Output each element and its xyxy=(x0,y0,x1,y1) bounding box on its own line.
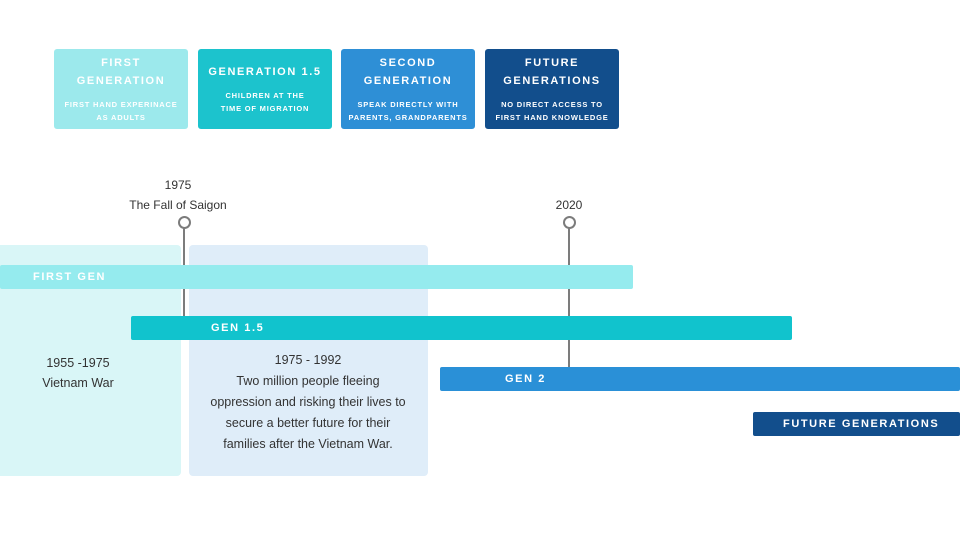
marker-caption: The Fall of Saigon xyxy=(129,198,227,212)
era-label: Two million people fleeing oppression an… xyxy=(210,374,406,451)
legend-card-second-generation: SECOND GENERATION SPEAK DIRECTLY WITH PA… xyxy=(341,49,475,129)
marker-2020-dot xyxy=(563,216,576,229)
legend-description: SPEAK DIRECTLY WITH PARENTS, GRANDPARENT… xyxy=(348,100,468,122)
marker-1975-label: 1975 The Fall of Saigon xyxy=(118,175,238,215)
era-vietnam-war-text: 1955 -1975 Vietnam War xyxy=(18,353,138,393)
legend-title: SECOND GENERATION xyxy=(363,57,453,87)
bar-future-generations: FUTURE GENERATIONS xyxy=(753,412,960,436)
legend-card-first-generation: FIRST GENERATION FIRST HAND EXPERINACE A… xyxy=(54,49,188,129)
legend-card-future-generations: FUTURE GENERATIONS NO DIRECT ACCESS TO F… xyxy=(485,49,619,129)
legend-description: CHILDREN AT THE TIME OF MIGRATION xyxy=(220,91,310,113)
bar-gen-1-5: GEN 1.5 xyxy=(131,316,792,340)
legend-title: FUTURE GENERATIONS xyxy=(503,57,601,87)
legend-description: NO DIRECT ACCESS TO FIRST HAND KNOWLEDGE xyxy=(495,100,609,122)
legend-title: GENERATION 1.5 xyxy=(208,66,322,78)
era-range: 1955 -1975 xyxy=(46,356,110,370)
marker-2020-line xyxy=(568,222,570,367)
bar-first-gen: FIRST GEN xyxy=(0,265,633,289)
bar-gen-2: GEN 2 xyxy=(440,367,960,391)
legend-description: FIRST HAND EXPERINACE AS ADULTS xyxy=(64,100,178,122)
era-migration-text: 1975 - 1992 Two million people fleeing o… xyxy=(208,350,408,455)
legend-card-generation-1-5: GENERATION 1.5 CHILDREN AT THE TIME OF M… xyxy=(198,49,332,129)
marker-year: 2020 xyxy=(555,198,583,212)
marker-1975-dot xyxy=(178,216,191,229)
legend-title: FIRST GENERATION xyxy=(76,57,166,87)
marker-year: 1975 xyxy=(164,178,192,192)
marker-2020-label: 2020 xyxy=(529,195,609,215)
era-label: Vietnam War xyxy=(42,376,114,390)
era-range: 1975 - 1992 xyxy=(274,353,342,367)
